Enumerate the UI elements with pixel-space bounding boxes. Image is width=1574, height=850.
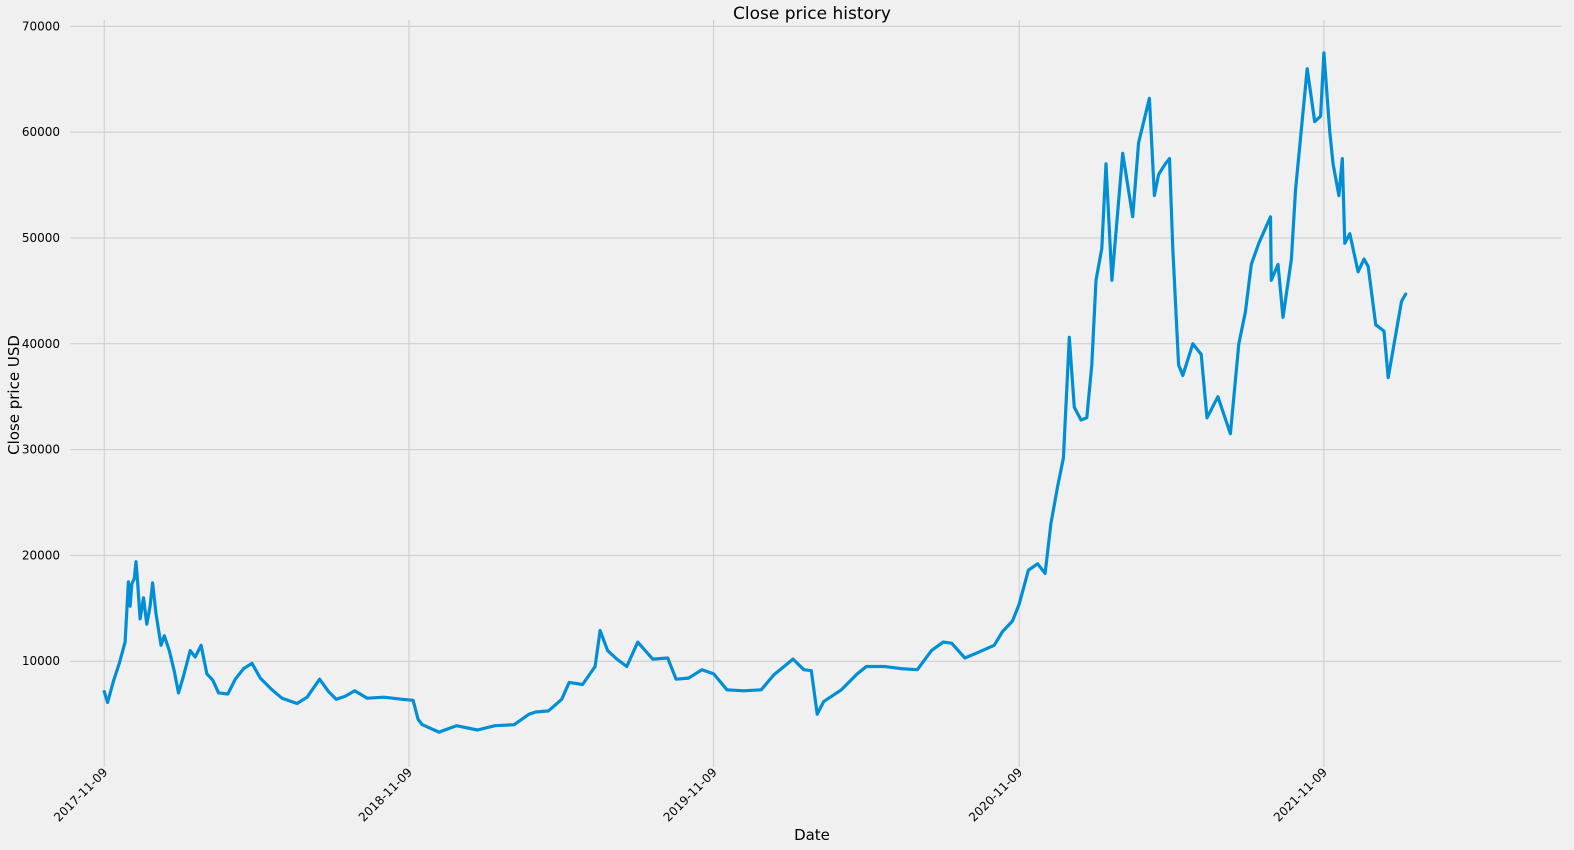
chart-title: Close price history [733,4,891,24]
y-tick-label: 20000 [22,548,60,562]
y-axis-title: Close price USD [5,335,23,455]
close-price-line [102,51,1408,734]
x-axis-title: Date [794,826,830,844]
y-tick-label: 30000 [22,443,60,457]
y-tick-label: 70000 [22,19,60,33]
grid-layer [70,20,1561,767]
data-layer [102,51,1408,734]
y-tick-label: 10000 [22,654,60,668]
y-tick-label: 40000 [22,337,60,351]
y-tick-label: 60000 [22,125,60,139]
y-tick-label: 50000 [22,231,60,245]
